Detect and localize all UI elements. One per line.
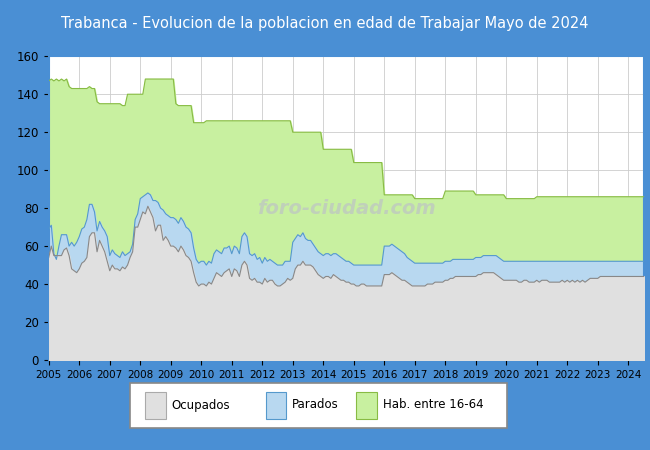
- FancyBboxPatch shape: [266, 392, 287, 418]
- Text: Parados: Parados: [292, 399, 339, 411]
- FancyBboxPatch shape: [356, 392, 377, 418]
- Text: Ocupados: Ocupados: [172, 399, 230, 411]
- FancyBboxPatch shape: [130, 382, 507, 428]
- Text: Hab. entre 16-64: Hab. entre 16-64: [383, 399, 483, 411]
- Text: Trabanca - Evolucion de la poblacion en edad de Trabajar Mayo de 2024: Trabanca - Evolucion de la poblacion en …: [61, 16, 589, 31]
- Text: http://www.foro-ciudad.com: http://www.foro-ciudad.com: [486, 436, 630, 446]
- Text: foro-ciudad.com: foro-ciudad.com: [257, 198, 436, 218]
- FancyBboxPatch shape: [145, 392, 166, 418]
